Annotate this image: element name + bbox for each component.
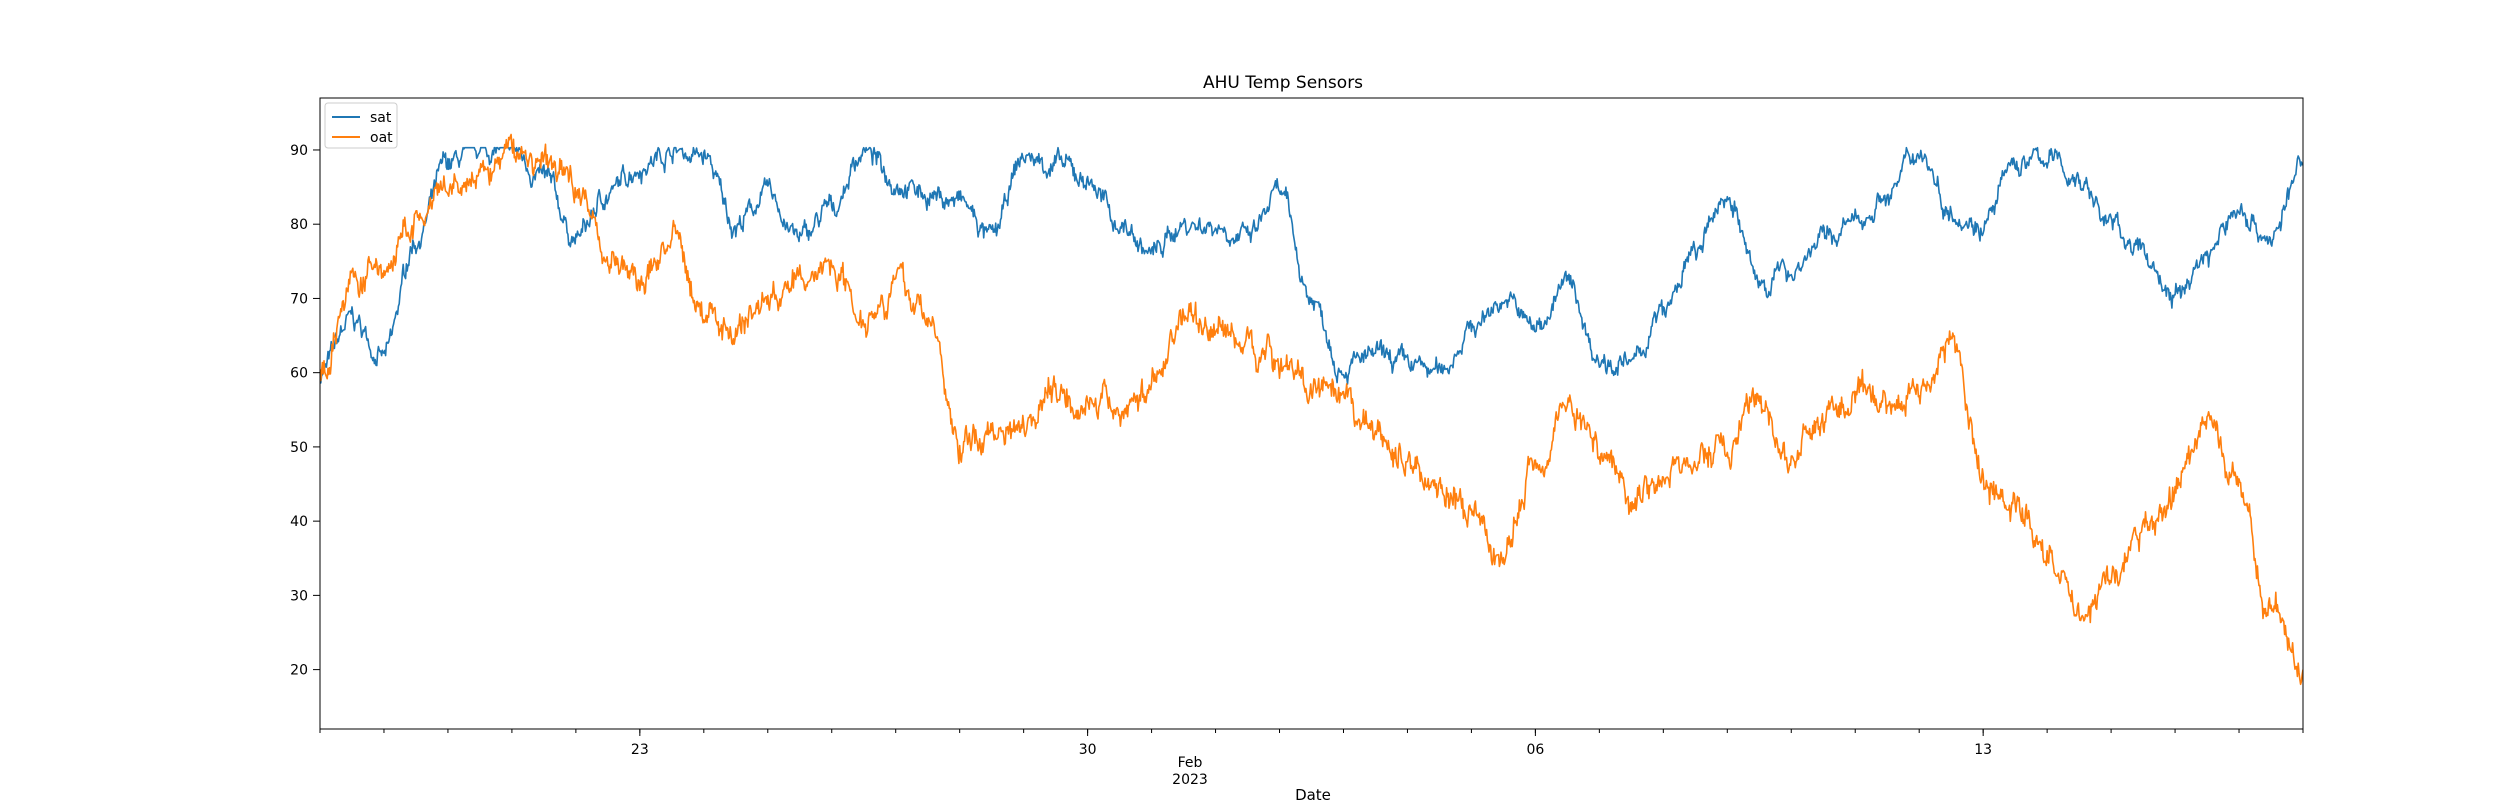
x-tick-label-13: 13 bbox=[1974, 742, 1992, 758]
chart-title: AHU Temp Sensors bbox=[1203, 73, 1363, 93]
x-tick-label-30: 30 bbox=[1079, 742, 1097, 758]
legend-label-sat: sat bbox=[370, 110, 392, 126]
y-tick-label-90: 90 bbox=[290, 143, 308, 159]
series-line-oat bbox=[320, 133, 2303, 686]
legend: sat oat bbox=[324, 102, 398, 149]
series-line-sat bbox=[320, 146, 2303, 385]
x-tick-label-06: 06 bbox=[1526, 742, 1544, 758]
y-tick-label-80: 80 bbox=[290, 217, 308, 233]
x-tick-label-23: 23 bbox=[631, 742, 649, 758]
x-year-label: 2023 bbox=[1172, 772, 1208, 788]
legend-label-oat: oat bbox=[370, 130, 393, 146]
y-tick-label-60: 60 bbox=[290, 366, 308, 382]
x-axis-label: Date bbox=[1295, 786, 1331, 800]
y-tick-label-20: 20 bbox=[290, 663, 308, 679]
y-tick-label-30: 30 bbox=[290, 588, 308, 604]
y-tick-label-50: 50 bbox=[290, 440, 308, 456]
y-tick-label-70: 70 bbox=[290, 291, 308, 307]
plot-frame bbox=[319, 97, 2304, 730]
y-tick-label-40: 40 bbox=[290, 514, 308, 530]
x-month-label: Feb bbox=[1178, 755, 1203, 771]
